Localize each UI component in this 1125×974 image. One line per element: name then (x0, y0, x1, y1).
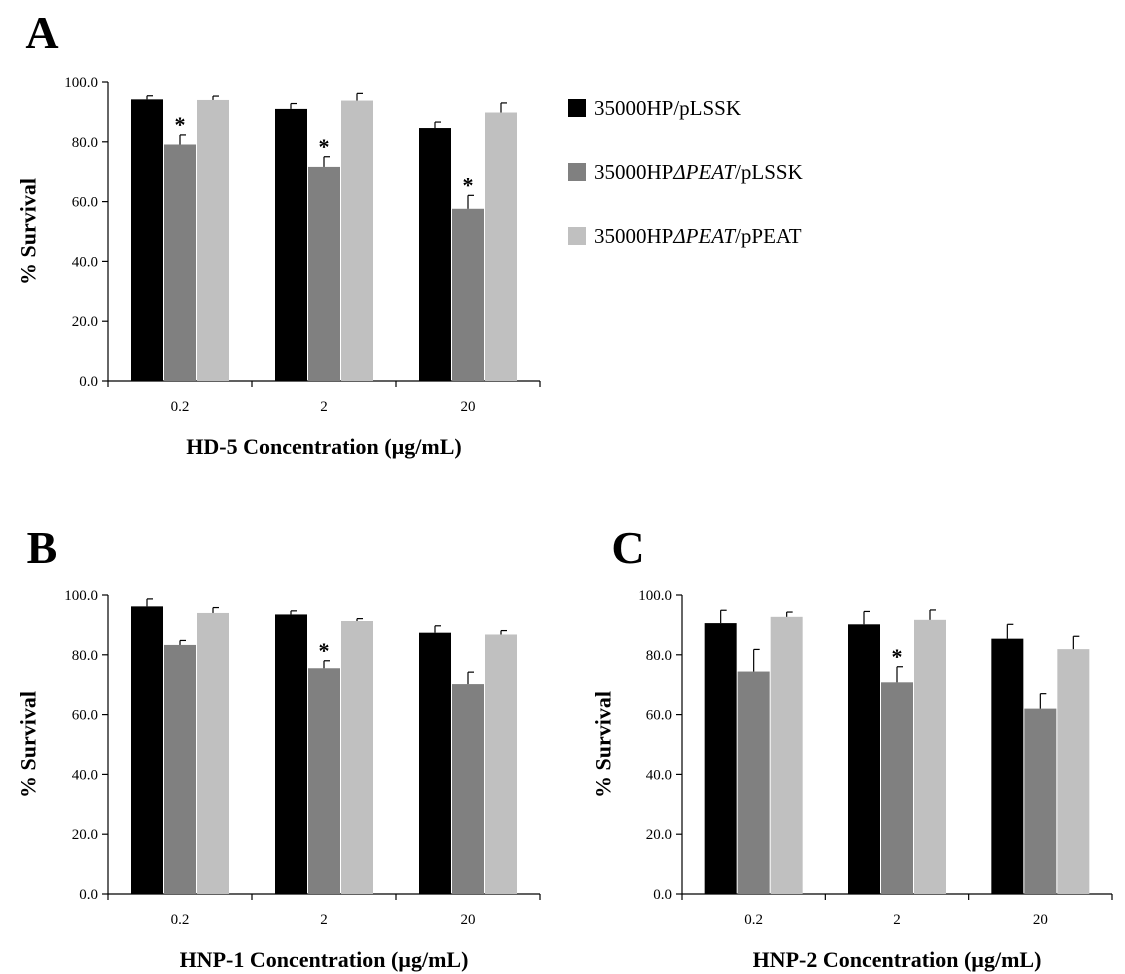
y-tick-label: 0.0 (79, 887, 98, 903)
y-tick-label: 40.0 (72, 767, 98, 783)
bar-series-3 (341, 100, 373, 382)
y-tick-label: 0.0 (79, 374, 98, 390)
bar-series-1 (848, 624, 880, 894)
bar-series-1 (704, 623, 737, 894)
y-tick-label: 80.0 (72, 135, 98, 151)
chart-panel-b: B 0.0 20.0 40.0 60.0 80.0 100.0 0.2 2 20 * % Surviv… (16, 522, 541, 972)
bar-series-3 (1057, 649, 1090, 894)
x-tick-label: 2 (320, 399, 328, 415)
bar-series-3 (485, 112, 517, 382)
chart-panel-a: A 0.0 20.0 40.0 60.0 80.0 100.0 0.2 2 20 * * * % Surv… (16, 7, 541, 459)
significance-marker: * (319, 134, 330, 159)
bar-series-2 (452, 208, 484, 381)
bar-series-2 (164, 144, 196, 381)
bar-series-2 (452, 684, 484, 894)
x-tick-label: 2 (320, 912, 328, 928)
y-tick-label: 20.0 (72, 827, 98, 843)
legend: 35000HP/pLSSK 35000HPΔPEAT/pLSSK 35000HPΔP… (568, 96, 803, 248)
y-tick-label: 0.0 (653, 887, 672, 903)
x-axis-title: HD-5 Concentration (µg/mL) (186, 434, 461, 459)
x-tick-label: 0.2 (171, 399, 190, 415)
legend-swatch-3 (568, 227, 586, 245)
legend-entry-1: 35000HP/pLSSK (594, 96, 741, 120)
bar-series-3 (197, 99, 229, 381)
y-tick-label: 60.0 (72, 708, 98, 724)
x-tick-label: 0.2 (744, 912, 763, 928)
legend-swatch-2 (568, 163, 586, 181)
y-tick-label: 60.0 (646, 708, 672, 724)
significance-marker: * (892, 644, 903, 669)
legend-entry-2: 35000HPΔPEAT/pLSSK (594, 160, 803, 184)
y-tick-label: 40.0 (72, 254, 98, 270)
significance-marker: * (175, 112, 186, 137)
y-tick-label: 100.0 (638, 588, 672, 604)
y-tick-label: 80.0 (646, 648, 672, 664)
y-tick-label: 100.0 (64, 588, 98, 604)
bar-series-3 (914, 619, 946, 894)
x-axis-title: HNP-2 Concentration (µg/mL) (753, 947, 1042, 972)
y-tick-label: 20.0 (646, 827, 672, 843)
legend-swatch-1 (568, 99, 586, 117)
bar-series-3 (485, 634, 517, 894)
legend-entry-3: 35000HPΔPEAT/pPEAT (594, 224, 802, 248)
y-tick-label: 40.0 (646, 767, 672, 783)
bar-series-1 (419, 632, 451, 894)
bar-series-3 (770, 616, 803, 894)
significance-marker: * (463, 172, 474, 197)
panel-label: B (27, 522, 58, 573)
y-tick-label: 80.0 (72, 648, 98, 664)
bar-series-2 (308, 668, 340, 894)
bar-series-1 (991, 638, 1024, 894)
y-tick-label: 20.0 (72, 314, 98, 330)
bar-series-2 (1024, 708, 1057, 894)
bar-series-2 (308, 166, 340, 381)
significance-marker: * (319, 638, 330, 663)
bar-series-3 (197, 612, 229, 894)
y-tick-label: 100.0 (64, 75, 98, 91)
bar-series-1 (275, 108, 307, 381)
bar-series-2 (737, 671, 770, 894)
x-tick-label: 20 (1033, 912, 1048, 928)
x-axis-title: HNP-1 Concentration (µg/mL) (180, 947, 469, 972)
bar-series-1 (131, 606, 163, 894)
bar-series-2 (881, 682, 913, 894)
x-tick-label: 20 (461, 399, 476, 415)
bar-series-3 (341, 621, 373, 894)
bar-series-1 (419, 128, 451, 381)
y-axis-title: % Survival (591, 691, 616, 798)
chart-panel-c: C 0.0 20.0 40.0 60.0 80.0 100.0 0.2 2 20 * % Surviv… (591, 522, 1113, 972)
y-axis-title: % Survival (16, 691, 41, 798)
y-tick-label: 60.0 (72, 195, 98, 211)
panel-label: C (611, 522, 644, 573)
bar-series-1 (275, 614, 307, 894)
panel-label: A (25, 7, 58, 58)
x-tick-label: 20 (461, 912, 476, 928)
x-tick-label: 2 (893, 912, 901, 928)
bar-series-2 (164, 644, 196, 894)
y-axis-title: % Survival (16, 178, 41, 285)
x-tick-label: 0.2 (171, 912, 190, 928)
bar-series-1 (131, 99, 163, 381)
